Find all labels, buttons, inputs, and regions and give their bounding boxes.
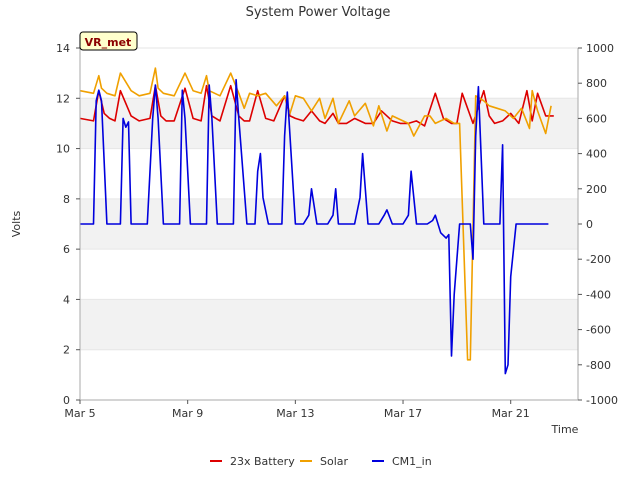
series-line-solar <box>79 67 552 361</box>
badge-label: VR_met <box>85 36 132 49</box>
right-tick-label-800: 800 <box>586 77 607 90</box>
vr-met-badge: VR_met <box>79 31 138 51</box>
right-tick-label--1000: -1000 <box>586 394 618 407</box>
left-tick-label-8: 8 <box>63 193 70 206</box>
left-tick-label-2: 2 <box>63 344 70 357</box>
left-tick-label-6: 6 <box>63 243 70 256</box>
right-tick-label--600: -600 <box>586 324 611 337</box>
left-tick-label-14: 14 <box>56 42 70 55</box>
right-tick-label-1000: 1000 <box>586 42 614 55</box>
x-tick-label-2: Mar 13 <box>276 407 314 420</box>
right-axis-ticks: -1000 -800 -600 -400 -200 0 200 400 600 800 1000 <box>578 42 618 407</box>
right-tick-label-400: 400 <box>586 148 607 161</box>
right-tick-label-600: 600 <box>586 112 607 125</box>
legend: 23x Battery Solar CM1_in <box>210 455 432 468</box>
left-tick-label-12: 12 <box>56 92 70 105</box>
left-axis-ticks: 0 2 4 6 8 10 12 14 <box>56 42 80 407</box>
shaded-band-2 <box>80 98 578 149</box>
x-tick-label-4: Mar 21 <box>492 407 530 420</box>
right-tick-label-0: 0 <box>586 218 593 231</box>
right-tick-label--200: -200 <box>586 253 611 266</box>
legend-label-23x-battery: 23x Battery <box>230 455 295 468</box>
x-tick-label-0: Mar 5 <box>64 407 95 420</box>
series-layer <box>79 67 554 375</box>
x-axis-ticks: Mar 5 Mar 9 Mar 13 Mar 17 Mar 21 <box>64 400 530 420</box>
series-line-cm1-in <box>80 78 549 375</box>
y-axis-label: Volts <box>10 210 23 237</box>
legend-label-solar: Solar <box>320 455 349 468</box>
chart-title: System Power Voltage <box>246 5 391 20</box>
badge-box <box>79 31 138 51</box>
shaded-band-0 <box>80 299 578 350</box>
left-tick-label-4: 4 <box>63 293 70 306</box>
right-tick-label--400: -400 <box>586 288 611 301</box>
x-axis-label: Time <box>551 423 579 436</box>
x-tick-label-3: Mar 17 <box>384 407 422 420</box>
legend-label-cm1-in: CM1_in <box>392 455 432 468</box>
right-tick-label--800: -800 <box>586 359 611 372</box>
right-tick-label-200: 200 <box>586 183 607 196</box>
left-tick-label-0: 0 <box>63 394 70 407</box>
left-tick-label-10: 10 <box>56 143 70 156</box>
x-tick-label-1: Mar 9 <box>172 407 203 420</box>
